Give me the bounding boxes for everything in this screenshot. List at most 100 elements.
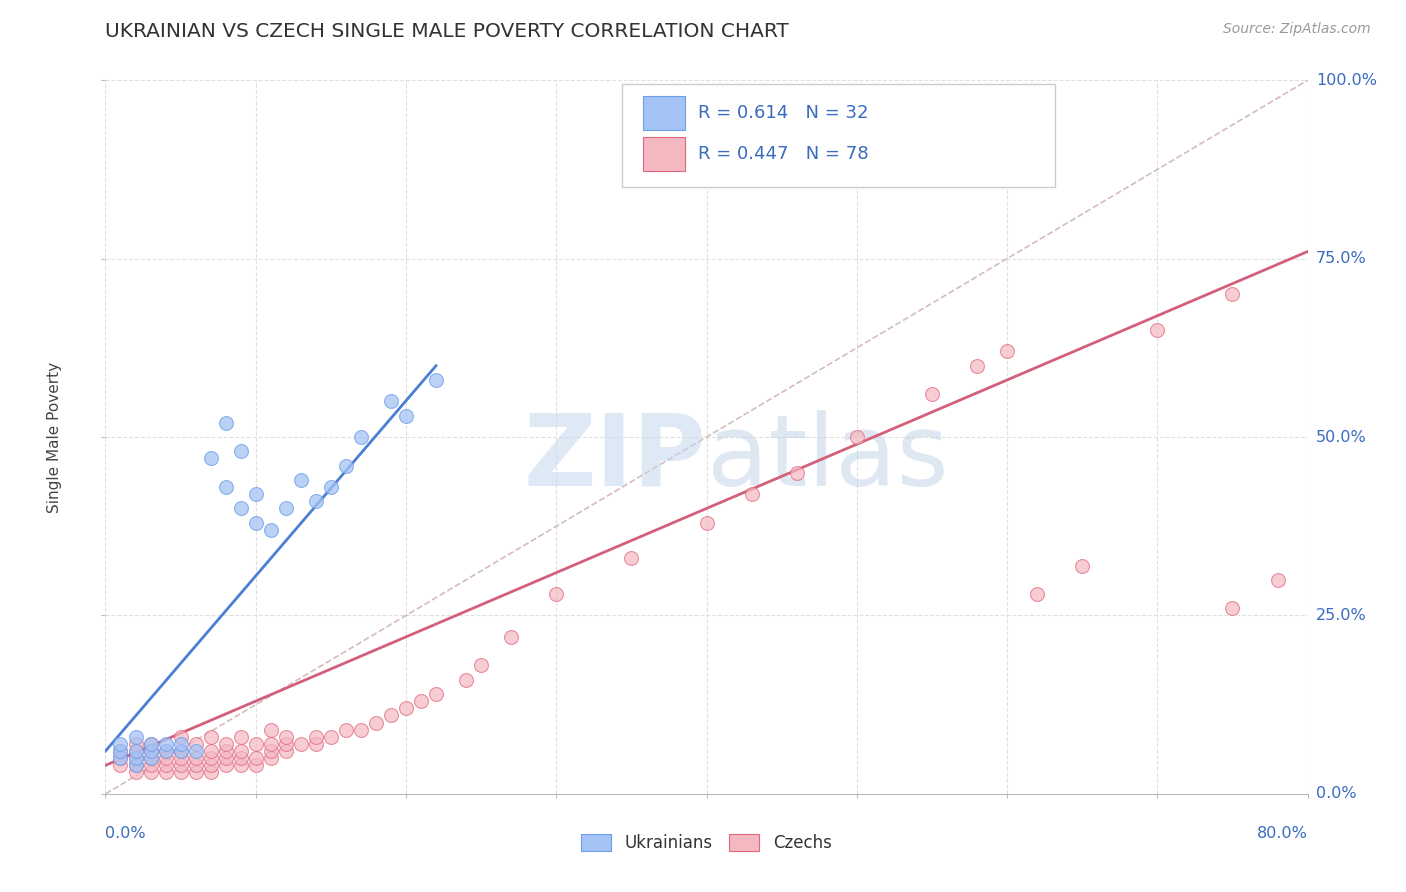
Point xyxy=(395,701,418,715)
Point xyxy=(274,730,297,744)
Point xyxy=(184,744,207,758)
Point xyxy=(110,744,132,758)
Point xyxy=(169,765,191,780)
Point xyxy=(124,751,146,765)
Point xyxy=(139,744,162,758)
Point xyxy=(620,551,643,566)
Point xyxy=(380,708,402,723)
Text: 100.0%: 100.0% xyxy=(1316,73,1376,87)
Point xyxy=(214,751,236,765)
Text: UKRAINIAN VS CZECH SINGLE MALE POVERTY CORRELATION CHART: UKRAINIAN VS CZECH SINGLE MALE POVERTY C… xyxy=(105,22,789,41)
Point xyxy=(155,737,177,751)
Point xyxy=(274,737,297,751)
Text: 25.0%: 25.0% xyxy=(1316,608,1367,623)
Point xyxy=(124,737,146,751)
Point xyxy=(260,523,283,537)
Point xyxy=(110,751,132,765)
Text: Source: ZipAtlas.com: Source: ZipAtlas.com xyxy=(1223,22,1371,37)
Point xyxy=(1222,601,1244,615)
Point xyxy=(335,458,357,473)
Point xyxy=(200,744,222,758)
Point xyxy=(305,737,328,751)
Point xyxy=(184,765,207,780)
Point xyxy=(546,587,568,601)
Point xyxy=(454,673,477,687)
Point xyxy=(305,494,328,508)
Point xyxy=(200,765,222,780)
Point xyxy=(229,751,252,765)
Text: ZIP: ZIP xyxy=(523,410,707,507)
Point xyxy=(350,430,373,444)
Point xyxy=(139,758,162,772)
Point xyxy=(274,744,297,758)
Point xyxy=(139,737,162,751)
Point xyxy=(501,630,523,644)
Point xyxy=(214,744,236,758)
Point xyxy=(845,430,868,444)
Text: R = 0.614   N = 32: R = 0.614 N = 32 xyxy=(699,104,869,122)
Point xyxy=(229,758,252,772)
Point xyxy=(229,744,252,758)
Point xyxy=(425,373,447,387)
Point xyxy=(229,444,252,458)
Point xyxy=(245,751,267,765)
Point xyxy=(139,737,162,751)
Point xyxy=(124,758,146,772)
Point xyxy=(169,744,191,758)
Point xyxy=(200,751,222,765)
Point xyxy=(319,730,342,744)
Point xyxy=(305,730,328,744)
Point xyxy=(260,723,283,737)
Point xyxy=(124,744,146,758)
Point xyxy=(139,744,162,758)
Text: R = 0.447   N = 78: R = 0.447 N = 78 xyxy=(699,145,869,162)
Point xyxy=(184,758,207,772)
Point xyxy=(184,751,207,765)
Point xyxy=(110,744,132,758)
Point xyxy=(786,466,808,480)
Point xyxy=(425,687,447,701)
Text: 50.0%: 50.0% xyxy=(1316,430,1367,444)
Point xyxy=(364,715,387,730)
Point xyxy=(110,751,132,765)
Point xyxy=(184,737,207,751)
Point xyxy=(200,451,222,466)
Point xyxy=(214,737,236,751)
Point xyxy=(169,730,191,744)
Point xyxy=(350,723,373,737)
Point xyxy=(124,765,146,780)
Point xyxy=(274,501,297,516)
Point xyxy=(1146,323,1168,337)
Point xyxy=(470,658,492,673)
Text: atlas: atlas xyxy=(707,410,948,507)
Point xyxy=(155,758,177,772)
Point xyxy=(1222,287,1244,301)
FancyBboxPatch shape xyxy=(643,96,685,130)
Point xyxy=(214,758,236,772)
Point xyxy=(139,765,162,780)
Point xyxy=(380,394,402,409)
Text: 0.0%: 0.0% xyxy=(1316,787,1357,801)
Point xyxy=(229,730,252,744)
Point xyxy=(1267,573,1289,587)
Point xyxy=(110,758,132,772)
Point xyxy=(169,758,191,772)
Point xyxy=(921,387,943,401)
Legend: Ukrainians, Czechs: Ukrainians, Czechs xyxy=(576,829,837,857)
Point xyxy=(110,737,132,751)
Point xyxy=(1071,558,1094,573)
Point xyxy=(200,758,222,772)
Point xyxy=(169,744,191,758)
Point xyxy=(229,501,252,516)
Point xyxy=(395,409,418,423)
Text: 0.0%: 0.0% xyxy=(105,826,146,841)
Point xyxy=(260,737,283,751)
Point xyxy=(245,487,267,501)
Point xyxy=(260,751,283,765)
Point xyxy=(169,751,191,765)
Point xyxy=(155,751,177,765)
FancyBboxPatch shape xyxy=(623,84,1054,187)
FancyBboxPatch shape xyxy=(643,136,685,171)
Point xyxy=(124,751,146,765)
Point xyxy=(200,730,222,744)
